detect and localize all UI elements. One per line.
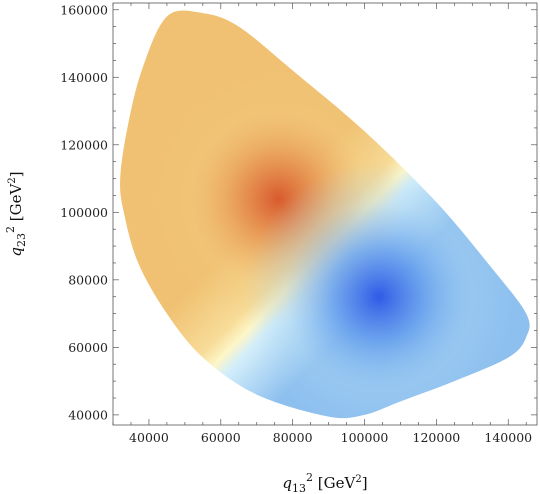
x-tick-label: 140000: [484, 430, 532, 445]
y-tick-label: 140000: [60, 70, 108, 85]
y-tick-label: 100000: [60, 205, 108, 220]
y-tick-label: 60000: [68, 340, 108, 355]
y-tick-label: 40000: [68, 407, 108, 422]
y-axis-ticks: 40000 60000 80000 100000 120000 140000 160000: [60, 2, 537, 422]
y-title-subscript: 23: [15, 233, 28, 247]
x-tick-label: 100000: [341, 430, 389, 445]
y-title-unit-close: ]: [7, 171, 25, 177]
x-axis-title: q132 [GeV2]: [282, 471, 367, 494]
x-title-symbol: q: [282, 474, 292, 492]
y-axis-title: q232 [GeV2]: [4, 171, 28, 256]
plot-frame: [112, 2, 538, 426]
y-tick-label: 120000: [60, 137, 108, 152]
y-title-unit-power: 2: [7, 177, 18, 183]
negative-peak-blob: [120, 10, 530, 419]
y-title-unit: [GeV: [7, 182, 25, 221]
y-tick-label: 80000: [68, 272, 108, 287]
x-tick-label: 40000: [129, 430, 169, 445]
x-axis-ticks: 40000 60000 80000 100000 120000 140000: [112, 3, 532, 445]
y-title-power: 2: [4, 226, 17, 233]
x-tick-label: 60000: [201, 430, 241, 445]
x-tick-label: 80000: [273, 430, 313, 445]
x-title-power: 2: [306, 471, 313, 484]
x-tick-label: 120000: [413, 430, 461, 445]
y-title-symbol: q: [7, 247, 25, 257]
y-tick-label: 160000: [60, 2, 108, 17]
x-title-subscript: 13: [292, 482, 306, 494]
x-title-unit: [GeV: [318, 474, 357, 492]
x-title-unit-power: 2: [355, 474, 361, 485]
x-title-unit-close: ]: [362, 474, 368, 492]
density-heatmap: [120, 10, 530, 419]
